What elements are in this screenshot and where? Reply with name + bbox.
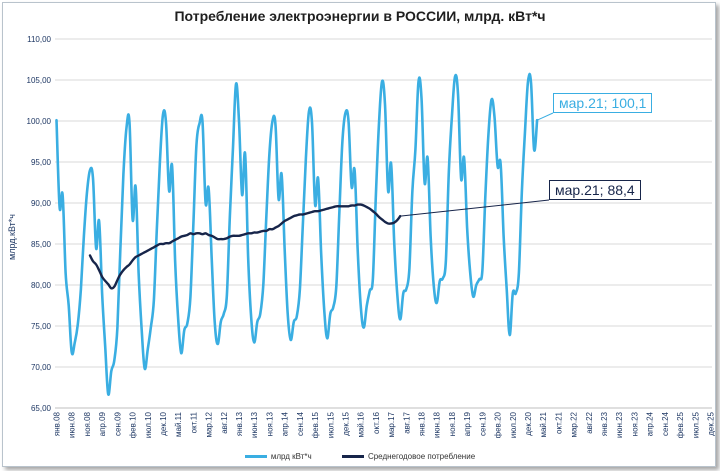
x-tick-label: окт.11 (189, 411, 198, 433)
legend-swatch-monthly (244, 455, 267, 459)
callout-monthly: мар.21; 100,1 (553, 93, 653, 113)
x-tick-label: мар.22 (570, 411, 579, 437)
y-tick-label: 110,00 (27, 35, 51, 44)
x-tick-label: ноя.23 (630, 411, 639, 436)
x-tick-label: май.16 (357, 411, 366, 437)
x-tick-label: апр.24 (646, 411, 655, 436)
x-tick-label: сен.09 (113, 411, 122, 436)
x-tick-label: ноя.08 (83, 411, 92, 436)
x-tick-label: мар.12 (205, 411, 214, 437)
x-tick-label: фев.15 (311, 411, 320, 438)
x-tick-label: окт.16 (372, 411, 381, 433)
x-tick-label: мар.17 (387, 411, 396, 437)
x-tick-label: июл.25 (691, 411, 700, 438)
legend-item-average: Среднегодовое потребление (341, 452, 476, 461)
x-tick-label: янв.08 (53, 411, 62, 436)
x-tick-label: ноя.18 (448, 411, 457, 436)
x-tick-label: июл.10 (144, 411, 153, 438)
x-tick-label: дек.20 (524, 411, 533, 435)
callout-leader-average (400, 199, 550, 217)
x-tick-label: дек.10 (159, 411, 168, 435)
x-tick-label: май.21 (539, 411, 548, 437)
x-tick-label: фев.25 (676, 411, 685, 438)
x-tick-label: янв.23 (600, 411, 609, 436)
x-tick-label: июн.23 (615, 411, 624, 438)
x-tick-label: окт.21 (554, 411, 563, 433)
x-tick-label: авг.12 (220, 411, 229, 433)
x-tick-label: июл.15 (326, 411, 335, 438)
y-tick-label: 75,00 (31, 322, 52, 331)
legend-item-monthly: млрд кВт*ч (244, 452, 312, 461)
legend-label-average: Среднегодовое потребление (367, 452, 476, 461)
callout-leader-monthly (536, 112, 554, 121)
y-tick-label: 95,00 (31, 158, 52, 167)
x-tick-label: авг.17 (402, 411, 411, 433)
series-line-average (88, 203, 402, 290)
legend: млрд кВт*ч Среднегодовое потребление (0, 452, 720, 461)
x-tick-label: июл.20 (509, 411, 518, 438)
x-tick-label: дек.25 (706, 411, 715, 435)
legend-swatch-average (341, 455, 364, 459)
chart-title: Потребление электроэнергии в РОССИИ, млр… (174, 8, 546, 24)
x-tick-label: сен.14 (296, 411, 305, 436)
x-tick-label: июн.13 (250, 411, 259, 438)
y-tick-label: 100,00 (27, 117, 52, 126)
legend-label-monthly: млрд кВт*ч (270, 452, 312, 461)
callout-average: мар.21; 88,4 (549, 180, 641, 200)
x-tick-label: апр.14 (281, 411, 290, 436)
x-tick-label: июн.08 (68, 411, 77, 438)
x-tick-label: фев.20 (494, 411, 503, 438)
x-tick-label: май.11 (174, 411, 183, 436)
x-tick-label: ноя.13 (265, 411, 274, 436)
x-tick-label: сен.24 (661, 411, 670, 436)
y-tick-label: 105,00 (27, 76, 52, 85)
x-tick-label: июн.18 (433, 411, 442, 438)
x-tick-label: апр.09 (98, 411, 107, 436)
y-tick-label: 90,00 (31, 199, 52, 208)
x-tick-label: дек.15 (341, 411, 350, 435)
y-tick-label: 85,00 (31, 240, 52, 249)
x-tick-label: апр.19 (463, 411, 472, 436)
y-tick-label: 70,00 (31, 363, 52, 372)
x-tick-label: янв.13 (235, 411, 244, 436)
y-tick-label: 80,00 (31, 281, 52, 290)
series-line-monthly (55, 72, 539, 396)
x-tick-label: авг.22 (585, 411, 594, 433)
x-tick-label: сен.19 (478, 411, 487, 436)
y-tick-label: 65,00 (31, 404, 52, 413)
x-tick-label: фев.10 (129, 411, 138, 438)
x-tick-label: янв.18 (418, 411, 427, 436)
